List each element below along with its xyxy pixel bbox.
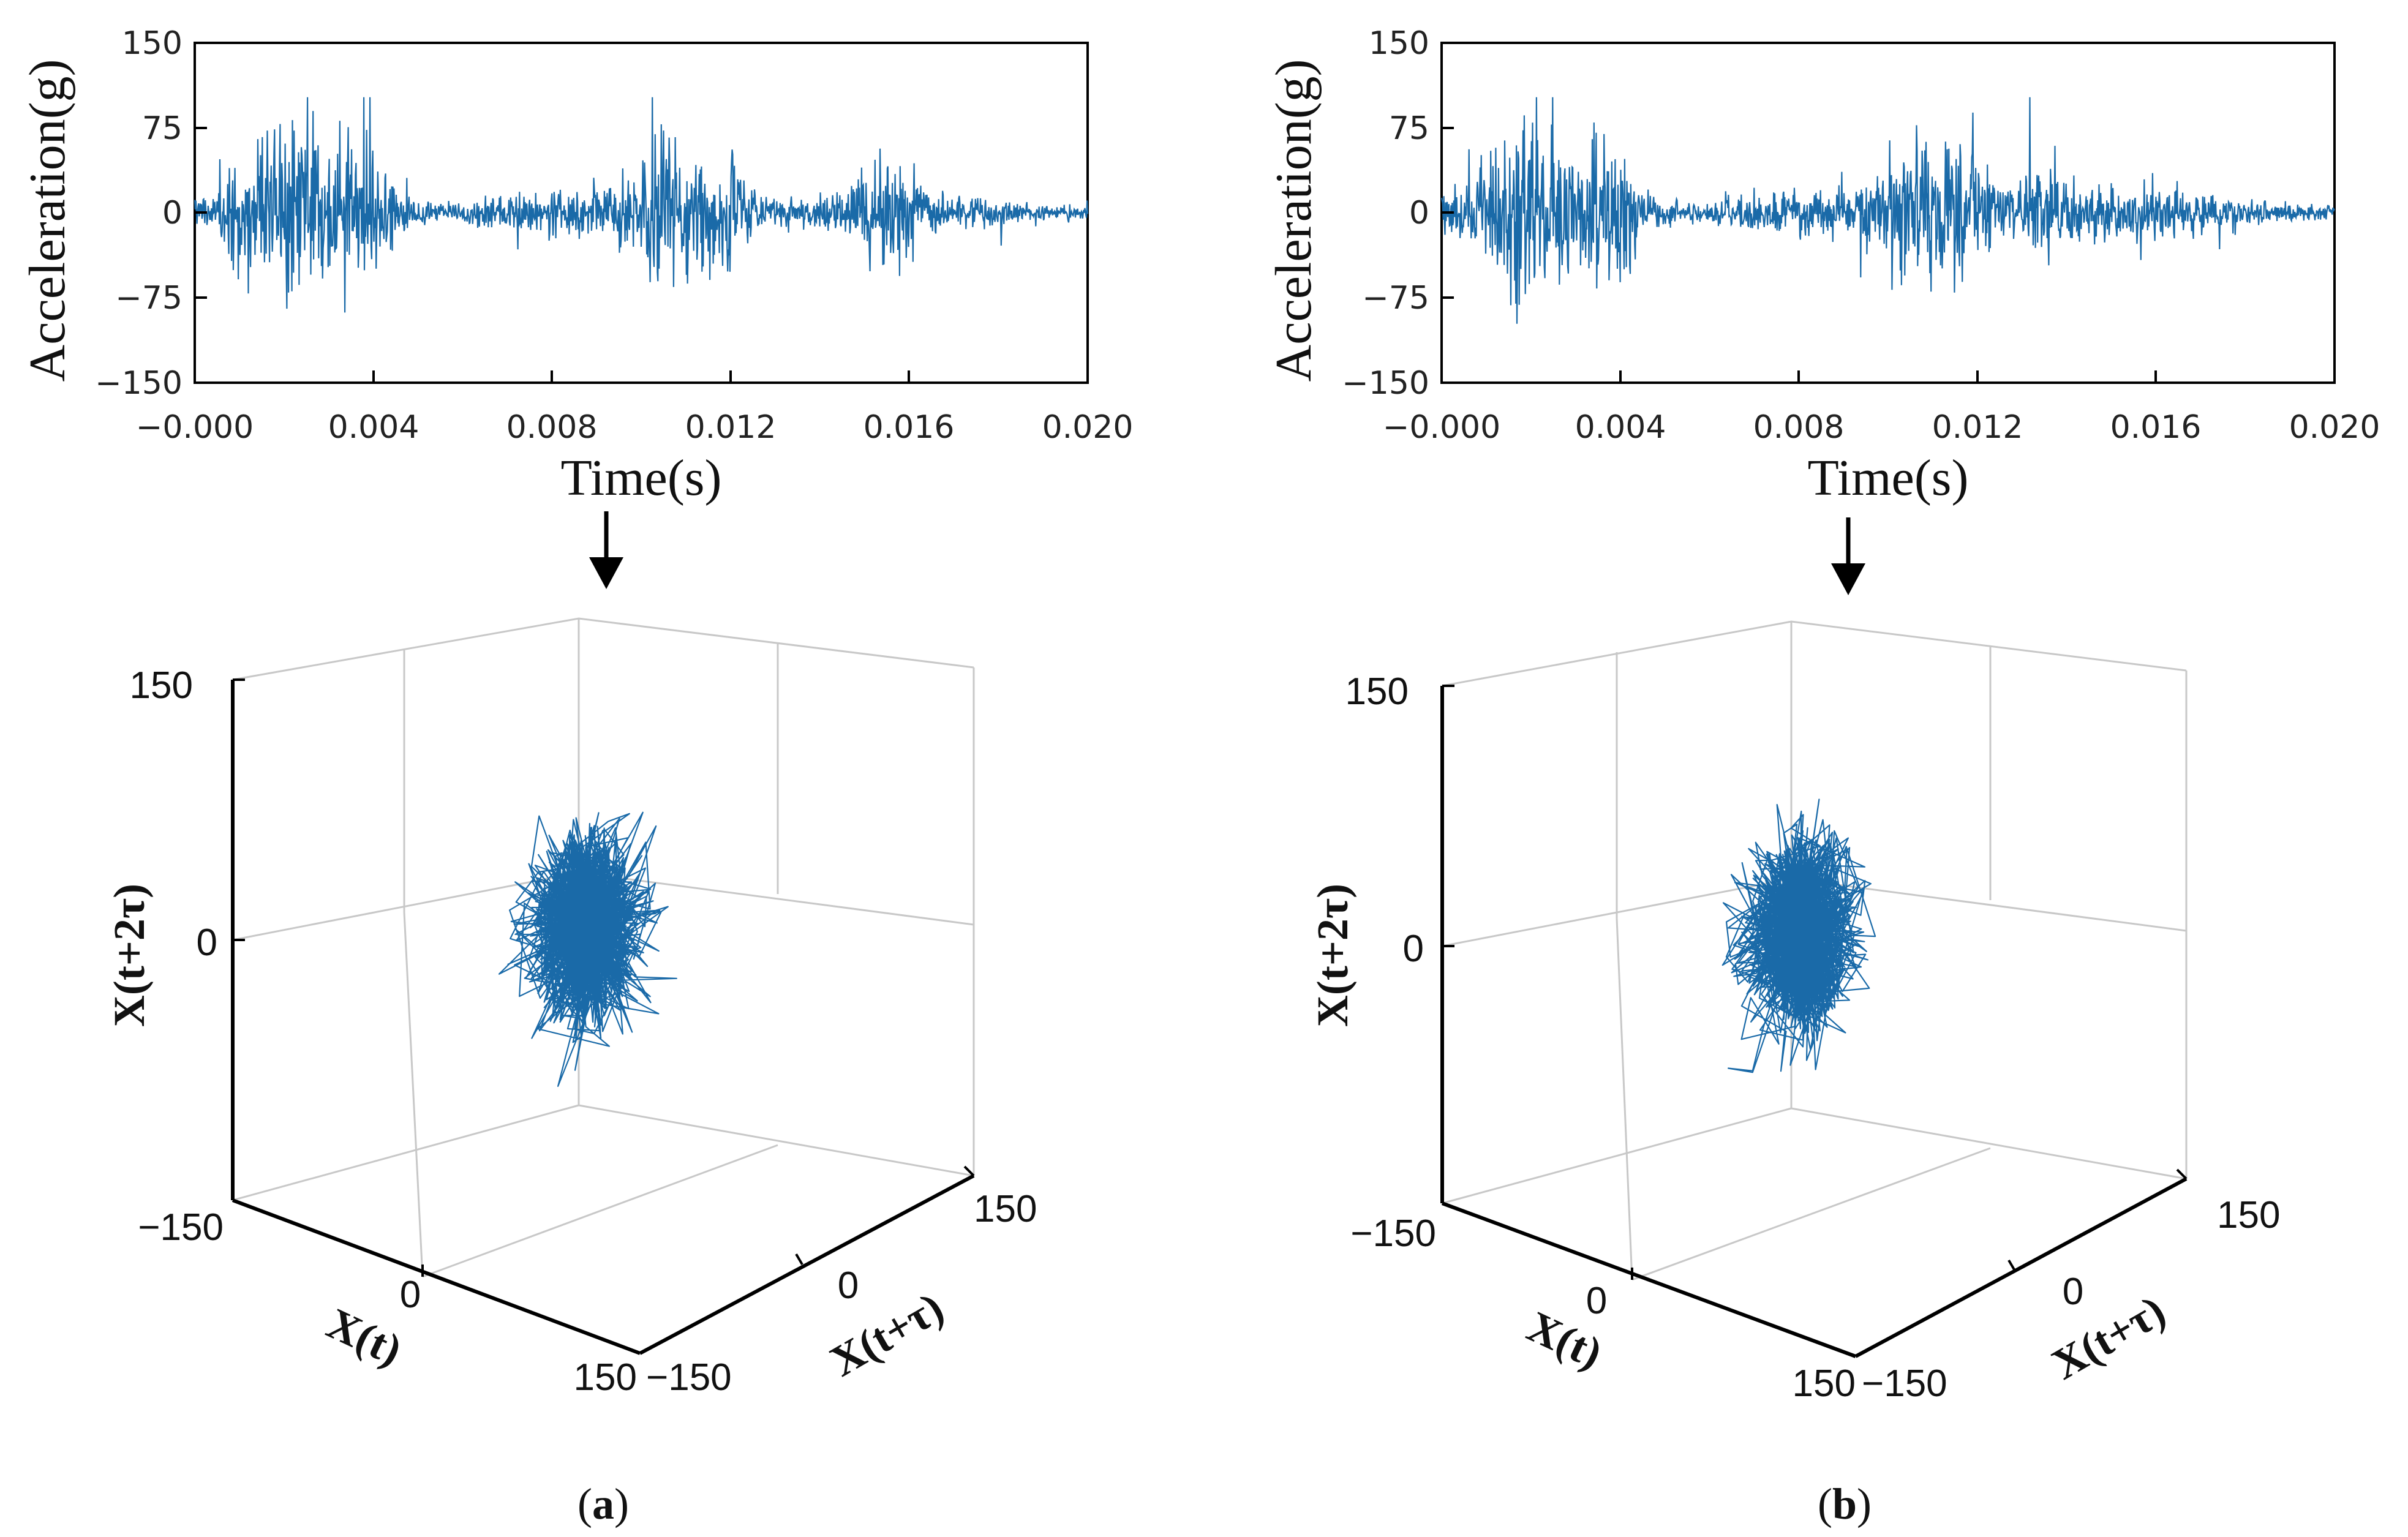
ts-a-xtick-0016: 0.016: [863, 409, 955, 446]
phase-space-trace: [498, 811, 677, 1088]
caption-a-close: ): [614, 1479, 629, 1528]
p3-a-xtick-0: 0: [400, 1274, 421, 1316]
p3-b-ticks: [1442, 685, 2188, 1280]
p3-b-ytick-neg150: −150: [1862, 1362, 1947, 1405]
p3-a-ticks: [233, 678, 975, 1277]
ts-b-xtick-0012: 0.012: [1932, 409, 2023, 446]
ts-signal-trace: [1440, 97, 2335, 324]
p3-a-ytick-neg150: −150: [646, 1356, 732, 1399]
p3-a-xtick-150: 150: [574, 1356, 637, 1399]
caption-a-letter: a: [592, 1479, 614, 1528]
p3-b-ztick-150: 150: [1345, 671, 1409, 713]
ts-a-ylabel: Acceleration(g): [19, 59, 76, 381]
ts-b-ytick-0: 0: [1409, 195, 1429, 231]
ts-b-xtick-0020: 0.020: [2289, 409, 2380, 446]
ts-b-ytick-neg75: −75: [1362, 280, 1429, 317]
ts-a-ytick-150: 150: [122, 25, 182, 62]
p3-a-trajectory: [498, 811, 677, 1088]
p3-b-ytick-150: 150: [2217, 1194, 2280, 1236]
ts-b-ytick-150: 150: [1369, 25, 1429, 62]
ts-b-ytick-neg150: −150: [1342, 365, 1429, 402]
p3-b-xtick-150: 150: [1793, 1362, 1856, 1405]
ts-b-xtick-0016: 0.016: [2110, 409, 2202, 446]
panel-b-time-series: 150 75 0 −75 −150 −0.000 0.004 0.008 0.0…: [1265, 25, 2380, 595]
ts-a-xticks: [194, 370, 1089, 383]
panel-b-phase-space: 150 0 −150 0 150 −150 0 150 X(t+2τ) X(t)…: [1308, 620, 2280, 1405]
ts-a-ytick-75: 75: [142, 110, 182, 147]
p3-b-ztick-0: 0: [1403, 928, 1424, 970]
arrow-down-icon: [589, 511, 623, 589]
ts-b-xticks: [1440, 370, 2336, 383]
p3-a-grid: [232, 617, 975, 1278]
caption-a: (a): [578, 1479, 629, 1528]
p3-a-ytick-150: 150: [974, 1188, 1037, 1230]
ts-a-ytick-neg75: −75: [115, 280, 182, 317]
ts-a-ytick-0: 0: [162, 195, 182, 231]
p3-a-xlabel: X(t): [320, 1299, 409, 1375]
p3-a-zlabel: X(t+2τ): [105, 884, 154, 1027]
ts-a-xtick-0020: 0.020: [1042, 409, 1134, 446]
ts-a-xlabel: Time(s): [561, 449, 722, 506]
p3-b-zlabel: X(t+2τ): [1308, 884, 1357, 1027]
caption-b-letter: b: [1832, 1479, 1857, 1528]
panel-a-phase-space: 150 0 −150 0 150 −150 0 150 X(t+2τ) X(t)…: [105, 617, 1037, 1399]
ts-a-xtick-0012: 0.012: [685, 409, 777, 446]
caption-a-open: (: [578, 1479, 592, 1528]
p3-a-ztick-150: 150: [130, 664, 193, 707]
caption-b: (b): [1818, 1479, 1872, 1528]
panel-a-time-series: 150 75 0 −75 −150 −0.000 0.004 0.008 0.0…: [19, 25, 1133, 589]
p3-b-trajectory: [1721, 799, 1876, 1073]
phase-space-trace: [1721, 799, 1876, 1073]
p3-b-ytick-0: 0: [2063, 1271, 2083, 1313]
p3-b-xtick-0: 0: [1586, 1280, 1607, 1322]
caption-b-close: ): [1857, 1479, 1872, 1528]
ts-b-yticks: [1442, 42, 1454, 384]
p3-b-ztick-neg150: −150: [1350, 1212, 1436, 1255]
ts-b-signal-line: [1440, 97, 2335, 324]
ts-a-xtick-0008: 0.008: [506, 409, 598, 446]
p3-a-ztick-0: 0: [197, 922, 217, 964]
ts-a-yticks: [195, 42, 207, 384]
ts-a-signal-line: [194, 97, 1089, 313]
caption-b-open: (: [1818, 1479, 1832, 1528]
p3-a-ztick-neg150: −150: [138, 1206, 224, 1249]
ts-a-xtick-0004: 0.004: [328, 409, 420, 446]
ts-b-ylabel: Acceleration(g): [1265, 59, 1322, 381]
ts-b-xtick-0: −0.000: [1383, 409, 1500, 446]
ts-b-ytick-75: 75: [1389, 110, 1429, 147]
ts-a-ytick-neg150: −150: [95, 365, 182, 402]
ts-b-xtick-0004: 0.004: [1575, 409, 1666, 446]
p3-a-ytick-0: 0: [838, 1265, 859, 1307]
ts-signal-trace: [194, 97, 1089, 313]
ts-a-xtick-0: −0.000: [136, 409, 254, 446]
p3-b-frame: [1440, 686, 2188, 1358]
arrow-down-icon: [1831, 517, 1865, 595]
ts-b-xtick-0008: 0.008: [1753, 409, 1845, 446]
ts-b-xlabel: Time(s): [1808, 449, 1969, 506]
